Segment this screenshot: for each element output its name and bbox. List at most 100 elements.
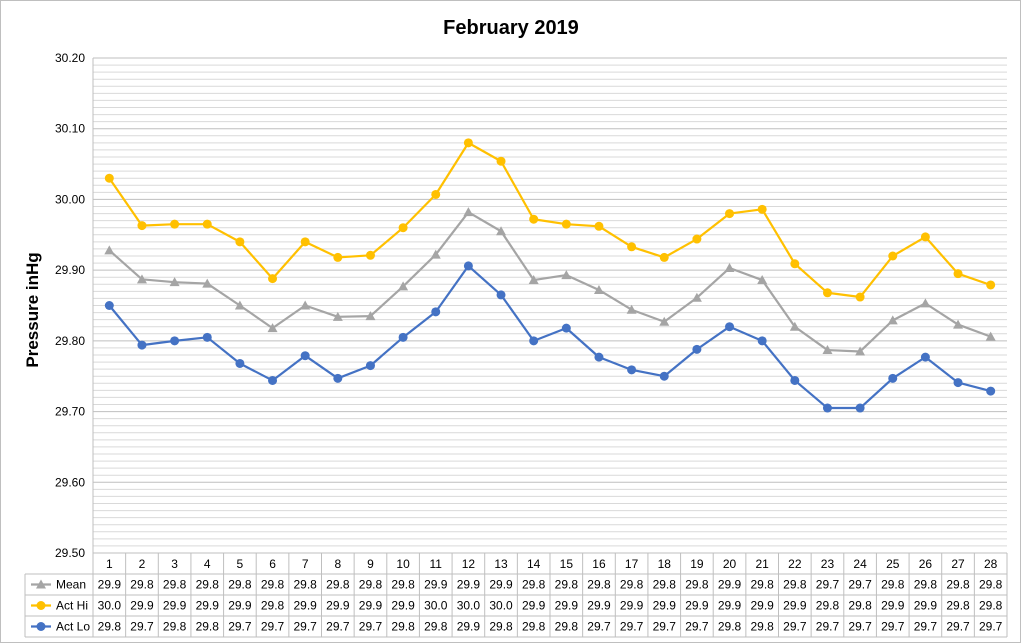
x-tick-label: 27 — [951, 557, 965, 571]
data-point — [789, 321, 800, 331]
table-cell-value: 29.9 — [750, 599, 774, 613]
table-cell-value: 29.8 — [326, 578, 350, 592]
x-tick-label: 13 — [494, 557, 508, 571]
data-point — [594, 221, 604, 231]
table-cell-value: 29.8 — [130, 578, 154, 592]
data-point — [790, 259, 800, 269]
y-tick-label: 30.20 — [55, 51, 85, 65]
series-mean — [104, 207, 996, 356]
x-tick-label: 12 — [462, 557, 476, 571]
table-cell-value: 29.8 — [196, 578, 220, 592]
data-point — [398, 281, 409, 291]
table-cell-value: 29.7 — [783, 620, 807, 634]
series-line — [108, 211, 992, 353]
axis-layer: 29.50 29.60 29.70 29.80 29.90 30.00 30.10 30.20 — [55, 51, 94, 560]
data-point — [398, 332, 408, 342]
table-cell-value: 29.8 — [979, 578, 1003, 592]
table-cell-value: 29.7 — [326, 620, 350, 634]
table-cell-value: 29.9 — [653, 599, 677, 613]
data-point — [985, 331, 996, 341]
table-cell-value: 29.9 — [228, 599, 252, 613]
x-tick-label: 10 — [396, 557, 410, 571]
y-tick-label: 29.60 — [55, 475, 85, 489]
data-point — [333, 373, 343, 383]
data-point — [300, 300, 311, 310]
table-cell-value: 29.7 — [359, 620, 383, 634]
data-point — [822, 345, 833, 355]
table-cell-value: 29.8 — [653, 578, 677, 592]
data-point — [855, 403, 865, 413]
table-cell-value: 29.8 — [718, 620, 742, 634]
series-line — [108, 264, 991, 410]
table-cell-value: 29.7 — [816, 578, 840, 592]
table-cell-value: 29.8 — [946, 599, 970, 613]
y-tick-label: 29.70 — [55, 405, 85, 419]
data-point — [137, 340, 147, 350]
data-point — [822, 403, 832, 413]
data-point — [529, 336, 539, 346]
data-point — [920, 298, 931, 308]
data-point — [398, 223, 408, 233]
data-point — [365, 361, 375, 371]
data-point — [463, 138, 473, 148]
table-cell-value: 29.9 — [914, 599, 938, 613]
data-point — [300, 351, 310, 361]
table-cell-value: 29.8 — [783, 578, 807, 592]
table-cell-value: 29.9 — [359, 599, 383, 613]
table-cell-value: 29.9 — [783, 599, 807, 613]
table-cell-value: 30.0 — [489, 599, 513, 613]
table-cell-value: 29.9 — [130, 599, 154, 613]
data-point — [463, 261, 473, 271]
x-tick-label: 2 — [139, 557, 146, 571]
table-cell-value: 29.8 — [587, 578, 611, 592]
table-cell-value: 29.8 — [98, 620, 122, 634]
x-tick-label: 28 — [984, 557, 998, 571]
x-tick-label: 20 — [723, 557, 737, 571]
data-point — [953, 269, 963, 279]
data-point — [855, 292, 865, 302]
x-tick-label: 7 — [302, 557, 309, 571]
data-point — [920, 232, 930, 242]
table-cell-value: 29.9 — [293, 599, 317, 613]
x-tick-label: 16 — [592, 557, 606, 571]
data-point — [757, 204, 767, 214]
table-cell-value: 29.7 — [881, 620, 905, 634]
table-cell-value: 29.8 — [228, 578, 252, 592]
data-point — [300, 237, 310, 247]
data-point — [104, 245, 115, 255]
table-cell-value: 29.8 — [555, 620, 579, 634]
data-point — [627, 242, 637, 252]
legend-label: Act Lo — [56, 620, 90, 634]
x-tick-label: 15 — [560, 557, 574, 571]
table-cell-value: 29.7 — [587, 620, 611, 634]
table-cell-value: 29.8 — [750, 578, 774, 592]
series-line — [108, 141, 992, 299]
table-cell-value: 29.9 — [391, 599, 415, 613]
data-point — [104, 173, 114, 183]
data-point — [920, 352, 930, 362]
data-point — [235, 358, 245, 368]
data-point — [888, 251, 898, 261]
table-cell-value: 29.7 — [261, 620, 285, 634]
table-cell-value: 29.9 — [685, 599, 709, 613]
table-cell-value: 29.8 — [979, 599, 1003, 613]
table-cell-value: 29.8 — [489, 620, 513, 634]
table-cell-value: 29.7 — [848, 620, 872, 634]
table-cell-value: 30.0 — [457, 599, 481, 613]
data-point — [169, 277, 180, 287]
table-cell-value: 29.8 — [946, 578, 970, 592]
table-cell-value: 29.8 — [914, 578, 938, 592]
y-tick-label: 30.10 — [55, 122, 85, 136]
table-cell-value: 29.8 — [685, 578, 709, 592]
table-cell-value: 29.7 — [914, 620, 938, 634]
series-act-hi — [104, 138, 996, 302]
table-cell-value: 29.8 — [750, 620, 774, 634]
table-row: Mean 29.9 29.8 29.8 29.8 29.8 29.8 29.8 29.8 29.8… — [31, 578, 1003, 592]
table-row: Act Lo 29.8 29.7 29.8 29.8 29.7 29.7 29.7 29.7 29… — [31, 620, 1003, 634]
table-cell-value: 29.8 — [848, 599, 872, 613]
data-point — [691, 292, 702, 302]
table-cell-value: 29.9 — [587, 599, 611, 613]
x-tick-label: 26 — [919, 557, 933, 571]
data-point — [725, 322, 735, 332]
